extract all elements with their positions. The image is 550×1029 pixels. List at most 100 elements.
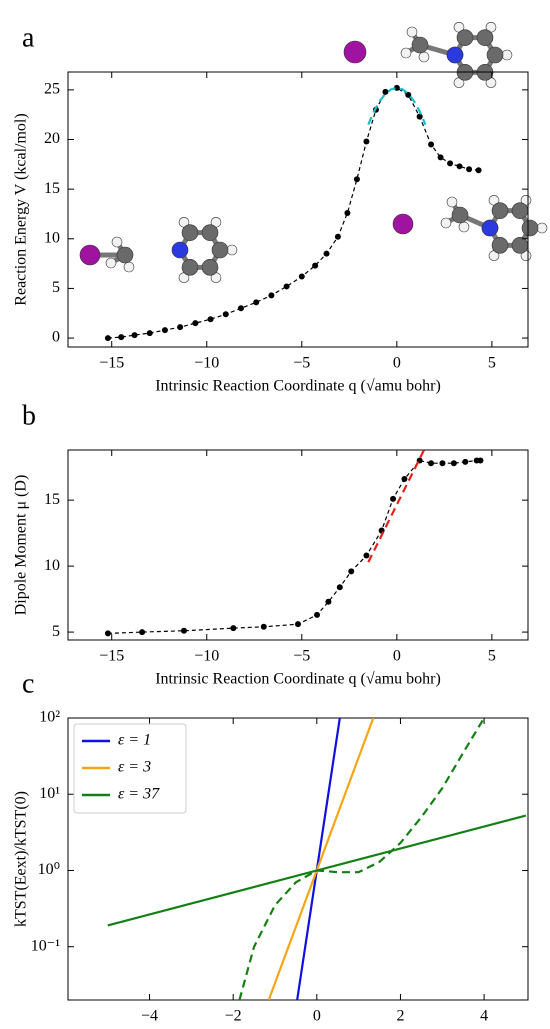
data-point: [312, 262, 319, 269]
panel-label: b: [22, 400, 36, 431]
data-point: [180, 627, 187, 634]
molecule-atom: [456, 29, 474, 46]
data-point: [477, 457, 484, 464]
molecule-atom: [181, 224, 199, 241]
x-axis-label: Intrinsic Reaction Coordinate q (√amu bo…: [155, 378, 441, 395]
data-point: [222, 311, 229, 318]
y-tick-label: 15: [44, 180, 60, 197]
panel: a −15 −10 −5 0 5 0 5 10 15 20 25 Intrinsic Reaction …: [13, 22, 529, 395]
molecule-atom: [79, 244, 101, 266]
data-point: [447, 160, 454, 167]
molecule-atom: [486, 46, 504, 64]
data-point: [104, 630, 111, 637]
x-tick-label: −2: [225, 1008, 242, 1024]
molecule-atom: [201, 259, 219, 276]
data-point: [295, 621, 301, 628]
molecule-atom: [400, 47, 412, 59]
legend-label: ε = 37: [118, 786, 160, 803]
data-point: [456, 163, 463, 170]
molecule-atom: [501, 49, 513, 61]
data-point: [416, 113, 423, 120]
legend-box: [73, 723, 187, 814]
molecule-atom: [481, 219, 499, 237]
molecule-atom: [511, 202, 529, 219]
data-point: [192, 320, 199, 327]
data-point: [283, 283, 290, 290]
data-point: [405, 91, 412, 98]
legend-label: ε = 1: [118, 732, 151, 749]
y-tick-label: 25: [44, 81, 60, 98]
data-point: [428, 141, 435, 148]
x-tick-label: 5: [488, 648, 496, 665]
series-line: [238, 718, 486, 1000]
data-point: [253, 299, 260, 306]
series-line: [367, 86, 427, 125]
y-tick-label: 15: [44, 491, 60, 508]
data-point: [428, 460, 435, 467]
panel-label: c: [22, 668, 34, 699]
x-tick-label: 4: [480, 1008, 488, 1024]
y-axis-label: kTST(Eext)/kTST(0): [13, 791, 30, 927]
molecule-atom: [458, 221, 470, 233]
x-tick-label: 5: [488, 355, 496, 372]
series-line: [296, 718, 341, 1000]
axes-frame: [67, 449, 529, 641]
molecule-atom: [343, 40, 367, 64]
data-point: [363, 552, 370, 559]
x-tick-label: −5: [293, 648, 310, 665]
y-tick-label: 0: [52, 329, 60, 346]
data-point: [298, 273, 305, 280]
data-point: [382, 88, 389, 95]
molecule-atom: [406, 26, 418, 38]
molecule-atom: [451, 206, 469, 224]
molecule-atom: [446, 196, 458, 208]
series-line: [107, 87, 479, 339]
molecule-atom: [201, 224, 219, 241]
data-point: [177, 324, 184, 331]
molecule-atom: [476, 29, 494, 46]
y-tick-label: 10⁰: [38, 861, 60, 878]
molecule-atom: [123, 261, 135, 273]
y-tick-label: 5: [52, 279, 60, 296]
data-point: [314, 611, 321, 618]
legend-label: ε = 3: [118, 759, 151, 776]
panel-label: a: [22, 22, 35, 53]
data-point: [230, 625, 237, 632]
molecule-atom: [491, 202, 509, 219]
data-point: [462, 458, 469, 465]
data-point: [450, 460, 457, 467]
data-point: [260, 623, 267, 630]
x-tick-label: −4: [141, 1008, 158, 1024]
x-tick-label: −10: [194, 648, 219, 665]
data-point: [348, 568, 355, 575]
data-point: [401, 476, 408, 483]
molecule-atom: [105, 257, 117, 269]
x-tick-label: 2: [396, 1008, 404, 1024]
molecule-atom: [491, 237, 509, 254]
data-point: [131, 332, 138, 339]
molecule-atom: [418, 51, 430, 63]
y-tick-label: 5: [52, 623, 60, 640]
series-line: [367, 450, 426, 563]
data-point: [334, 233, 341, 240]
data-point: [437, 154, 444, 161]
data-point: [353, 176, 360, 183]
data-point: [104, 335, 111, 342]
molecule-atom: [211, 241, 229, 259]
y-tick-label: 10¹: [39, 785, 60, 802]
molecule-atom: [440, 217, 452, 229]
y-axis-label: Reaction Energy V (kcal/mol): [13, 113, 30, 305]
data-point: [439, 460, 446, 467]
molecule-atom: [536, 222, 548, 234]
molecule-atom: [511, 237, 529, 254]
molecule-atom: [116, 246, 134, 264]
data-point: [344, 209, 351, 216]
data-point: [390, 495, 397, 502]
x-tick-label: −15: [99, 355, 124, 372]
x-tick-label: 0: [393, 355, 401, 372]
x-tick-label: −5: [293, 355, 310, 372]
data-point: [146, 330, 153, 337]
data-point: [118, 334, 125, 341]
